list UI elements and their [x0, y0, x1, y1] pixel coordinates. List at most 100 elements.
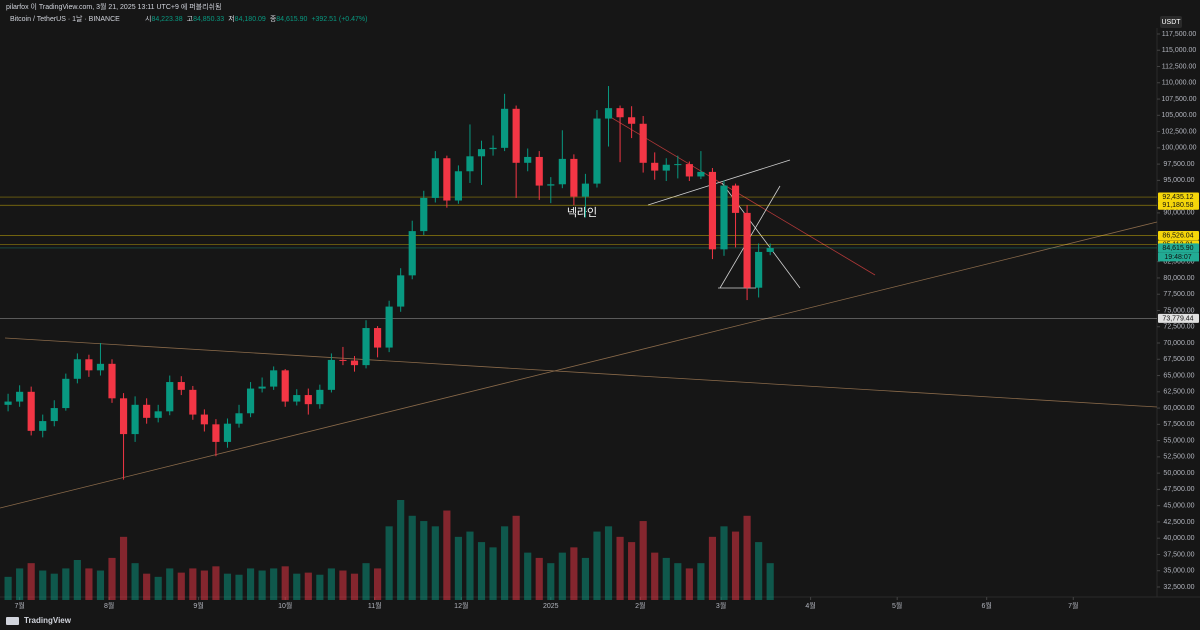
currency: USDT	[1161, 19, 1181, 26]
candle-body	[177, 382, 185, 390]
volume-bar	[420, 521, 428, 600]
volume-bar	[85, 568, 93, 600]
brand-logo	[6, 617, 19, 625]
volume-bar	[501, 526, 509, 600]
candle-body	[246, 388, 255, 414]
volume-bar	[616, 536, 624, 600]
y-tick-label: 50,000.00	[1163, 470, 1194, 477]
volume-bar	[362, 563, 370, 600]
y-tick-label: 75,000.00	[1163, 307, 1194, 314]
volume-bar	[651, 552, 659, 600]
candle-body	[281, 370, 289, 402]
volume-bar	[50, 573, 58, 600]
candle-body	[143, 404, 151, 418]
y-tick-label: 57,500.00	[1163, 421, 1194, 428]
volume-bar	[212, 566, 220, 600]
candle-body	[639, 123, 647, 163]
volume-bar	[639, 521, 647, 600]
candle-body	[431, 158, 439, 198]
volume-bar	[697, 563, 705, 600]
candle-body	[154, 411, 162, 418]
candle-body	[720, 185, 728, 250]
candle-body	[119, 398, 128, 435]
volume-bar	[16, 568, 24, 600]
trendline	[0, 221, 1158, 509]
x-tick-label: 7월	[1068, 601, 1078, 610]
candle-body	[674, 164, 682, 166]
volume-bar	[454, 536, 462, 600]
volume-bar	[743, 515, 751, 600]
price-label: 84,615.90	[1162, 245, 1193, 252]
volume-bar	[466, 531, 474, 600]
x-tick-label: 8월	[104, 601, 114, 610]
y-tick-label: 47,500.00	[1163, 486, 1194, 493]
y-tick-label: 67,500.00	[1163, 356, 1194, 363]
price-label-bg	[1158, 192, 1199, 202]
volume-bar	[374, 568, 382, 600]
x-tick-label: 12월	[454, 601, 468, 610]
candle-body	[489, 147, 497, 150]
x-tick-label: 7월	[14, 601, 24, 610]
candle-body	[547, 184, 555, 186]
candle-body	[189, 389, 197, 415]
volume-bar	[674, 563, 682, 600]
candle-body	[581, 183, 590, 197]
legend-key: 시	[145, 15, 151, 23]
candle-body	[293, 395, 301, 402]
volume-bar	[39, 570, 47, 600]
volume-bar	[27, 563, 35, 600]
volume-bar	[223, 573, 232, 600]
legend-value: 84,223.38	[151, 16, 182, 23]
candle-body	[50, 408, 58, 422]
legend-key: 고	[187, 15, 194, 23]
trendline	[647, 159, 791, 206]
volume-bar	[708, 536, 717, 600]
y-tick-label: 112,500.00	[1162, 63, 1197, 70]
volume-bar	[327, 568, 335, 600]
volume-bar	[731, 531, 740, 600]
y-tick-label: 32,500.00	[1163, 584, 1194, 591]
y-tick-label: 95,000.00	[1163, 177, 1194, 184]
candle-body	[350, 360, 359, 366]
volume-bar	[685, 568, 693, 600]
countdown-bg	[1158, 252, 1199, 262]
currency-badge	[1160, 16, 1182, 28]
price-label: 92,435.12	[1162, 194, 1193, 201]
volume-bar	[524, 552, 532, 600]
candle-body	[339, 359, 347, 361]
volume-bar	[397, 500, 405, 600]
x-tick-label: 5월	[892, 601, 902, 610]
candle-body	[166, 382, 174, 412]
candle-body	[27, 391, 35, 431]
y-tick-label: 52,500.00	[1163, 454, 1194, 461]
volume-bar	[350, 573, 359, 600]
volume-bar	[662, 557, 670, 600]
candle-body	[108, 363, 116, 399]
candle-body	[708, 171, 717, 250]
drawings	[0, 114, 1158, 509]
candle-body	[766, 248, 774, 252]
volume-bar	[489, 547, 497, 600]
legend-value: 84,850.33	[193, 16, 224, 23]
candle-body	[62, 378, 70, 409]
volume-bar	[270, 568, 278, 600]
candle-body	[270, 370, 278, 387]
candle-body	[501, 108, 509, 148]
y-tick-label: 60,000.00	[1163, 405, 1194, 412]
volume-bar	[570, 547, 578, 600]
volume-bar	[235, 574, 243, 600]
legend-key: 저	[228, 14, 234, 23]
volume-bar	[143, 573, 151, 600]
volume-bar	[73, 560, 81, 600]
trendline	[4, 337, 1158, 408]
y-tick-label: 40,000.00	[1163, 535, 1194, 542]
volume-bar	[547, 563, 555, 600]
y-tick-label: 37,500.00	[1163, 551, 1194, 558]
y-tick-label: 35,000.00	[1163, 568, 1194, 575]
candle-body	[755, 251, 763, 288]
candle-body	[4, 401, 12, 405]
volume-bar	[512, 515, 520, 600]
y-tick-label: 90,000.00	[1163, 210, 1194, 217]
